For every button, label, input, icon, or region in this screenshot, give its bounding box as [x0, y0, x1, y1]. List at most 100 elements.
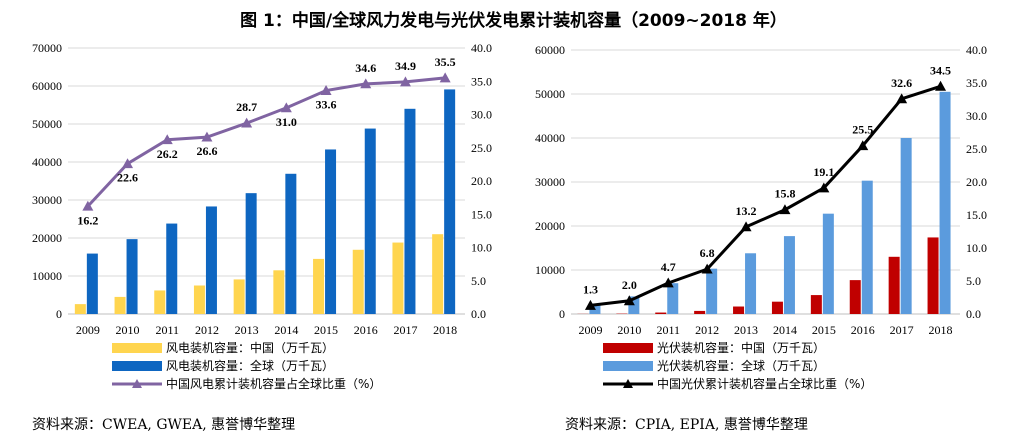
- wind-ratio-marker: [161, 134, 173, 145]
- pv-x-tick-label: 2010: [617, 323, 641, 337]
- wind-chart: 0 10000 20000 30000 40000 50000 60000 70000 0.0 5…: [32, 41, 492, 391]
- wind-ratio-marker: [201, 131, 213, 142]
- pv-bar-global: [783, 236, 795, 314]
- wind-x-tick-label: 2014: [274, 323, 298, 337]
- pv-ratio-label: 2.0: [622, 278, 637, 292]
- pv-y2-tick-label: 40.0: [966, 43, 987, 57]
- wind-y2-tick-label: 15.0: [471, 207, 492, 221]
- wind-bar-global: [86, 253, 98, 314]
- pv-y2-tick-label: 5.0: [966, 274, 981, 288]
- pv-bar-global: [822, 213, 834, 314]
- pv-x-tick-label: 2015: [812, 323, 836, 337]
- wind-ratio-marker: [399, 76, 411, 87]
- wind-x-tick-label: 2009: [76, 323, 100, 337]
- wind-y2-tick-label: 20.0: [471, 174, 492, 188]
- wind-bar-china: [313, 258, 325, 314]
- wind-ratio-marker: [439, 72, 451, 83]
- wind-bar-china: [432, 234, 444, 314]
- wind-ratio-label: 22.6: [117, 171, 138, 185]
- wind-y-tick-label: 60000: [32, 79, 62, 93]
- wind-x-tick-label: 2015: [314, 323, 338, 337]
- wind-bar-china: [392, 242, 404, 314]
- wind-ratio-label: 35.5: [435, 55, 456, 69]
- pv-x-tick-label: 2009: [578, 323, 602, 337]
- wind-bar-china: [273, 270, 285, 314]
- wind-bar-china: [233, 279, 245, 314]
- pv-legend-label: 光伏装机容量：全球（万千瓦）: [657, 358, 825, 373]
- wind-bar-global: [325, 149, 337, 314]
- wind-ratio-line: [86, 76, 446, 208]
- pv-legend-label: 光伏装机容量：中国（万千瓦）: [657, 340, 825, 355]
- wind-legend-label: 风电装机容量：全球（万千瓦）: [166, 358, 334, 373]
- pv-legend-swatch: [603, 343, 653, 353]
- wind-y-tick-label: 70000: [32, 41, 62, 55]
- pv-bar-global: [667, 283, 679, 314]
- wind-bar-global: [444, 89, 456, 314]
- pv-ratio-marker: [662, 277, 674, 288]
- wind-ratio-label: 16.2: [77, 213, 98, 227]
- wind-y2-tick-label: 30.0: [471, 108, 492, 122]
- pv-bar-china: [655, 312, 667, 314]
- pv-bar-global: [939, 91, 951, 314]
- wind-legend-swatch: [112, 361, 162, 371]
- wind-ratio-marker: [122, 158, 134, 169]
- wind-ratio-marker: [241, 117, 253, 128]
- wind-bar-global: [205, 206, 217, 314]
- wind-y-tick-label: 50000: [32, 117, 62, 131]
- wind-y2-tick-label: 35.0: [471, 74, 492, 88]
- pv-bar-global: [706, 268, 718, 314]
- pv-bar-global: [745, 253, 757, 314]
- wind-bar-china: [114, 296, 126, 314]
- pv-x-tick-label: 2014: [773, 323, 797, 337]
- pv-ratio-label: 25.5: [852, 123, 873, 137]
- pv-ratio-marker: [779, 204, 791, 215]
- pv-ratio-marker: [896, 93, 908, 104]
- pv-x-tick-label: 2017: [890, 323, 914, 337]
- pv-bar-china: [733, 306, 745, 314]
- pv-ratio-marker: [935, 80, 947, 91]
- pv-y2-tick-label: 10.0: [966, 241, 987, 255]
- pv-y-tick-label: 30000: [535, 175, 565, 189]
- wind-bar-global: [166, 223, 178, 314]
- pv-y2-tick-label: 15.0: [966, 208, 987, 222]
- pv-y-tick-label: 20000: [535, 219, 565, 233]
- wind-bar-china: [74, 304, 86, 314]
- pv-y2-tick-label: 35.0: [966, 76, 987, 90]
- wind-bar-global: [285, 173, 297, 314]
- pv-x-tick-label: 2018: [929, 323, 953, 337]
- wind-y2-tick-label: 10.0: [471, 241, 492, 255]
- wind-ratio-label: 33.6: [316, 98, 337, 112]
- wind-ratio-marker: [360, 78, 372, 89]
- wind-x-tick-label: 2017: [393, 323, 417, 337]
- wind-legend-label: 风电装机容量：中国（万千瓦）: [166, 340, 334, 355]
- wind-ratio-label: 26.2: [157, 147, 178, 161]
- wind-ratio-label: 31.0: [276, 115, 297, 129]
- wind-y-tick-label: 30000: [32, 193, 62, 207]
- pv-x-tick-label: 2012: [695, 323, 719, 337]
- wind-y2-tick-label: 25.0: [471, 141, 492, 155]
- pv-ratio-label: 34.5: [930, 63, 951, 77]
- pv-ratio-marker: [818, 182, 830, 193]
- pv-ratio-label: 6.8: [700, 246, 715, 260]
- wind-bar-global: [364, 128, 376, 314]
- wind-ratio-label: 34.9: [395, 59, 416, 73]
- wind-legend-marker: [132, 379, 142, 388]
- source-note-wind: 资料来源：CWEA, GWEA, 惠誉博华整理: [32, 417, 296, 433]
- pv-y2-tick-label: 25.0: [966, 142, 987, 156]
- pv-bar-china: [694, 310, 706, 314]
- pv-ratio-label: 13.2: [736, 204, 757, 218]
- page-title: 图 1：中国/全球风力发电与光伏发电累计装机容量（2009~2018 年）: [240, 11, 787, 31]
- wind-ratio-label: 26.6: [196, 144, 217, 158]
- wind-legend-swatch: [112, 343, 162, 353]
- wind-bar-global: [245, 193, 257, 314]
- pv-y2-tick-label: 20.0: [966, 175, 987, 189]
- wind-x-tick-label: 2010: [116, 323, 140, 337]
- wind-x-tick-label: 2016: [354, 323, 378, 337]
- wind-bar-china: [193, 285, 205, 314]
- pv-ratio-label: 15.8: [774, 187, 795, 201]
- pv-y-tick-label: 10000: [535, 263, 565, 277]
- wind-y-tick-label: 0: [56, 307, 62, 321]
- pv-ratio-marker: [857, 140, 869, 151]
- pv-bar-global: [861, 180, 873, 314]
- pv-legend-marker: [623, 379, 633, 388]
